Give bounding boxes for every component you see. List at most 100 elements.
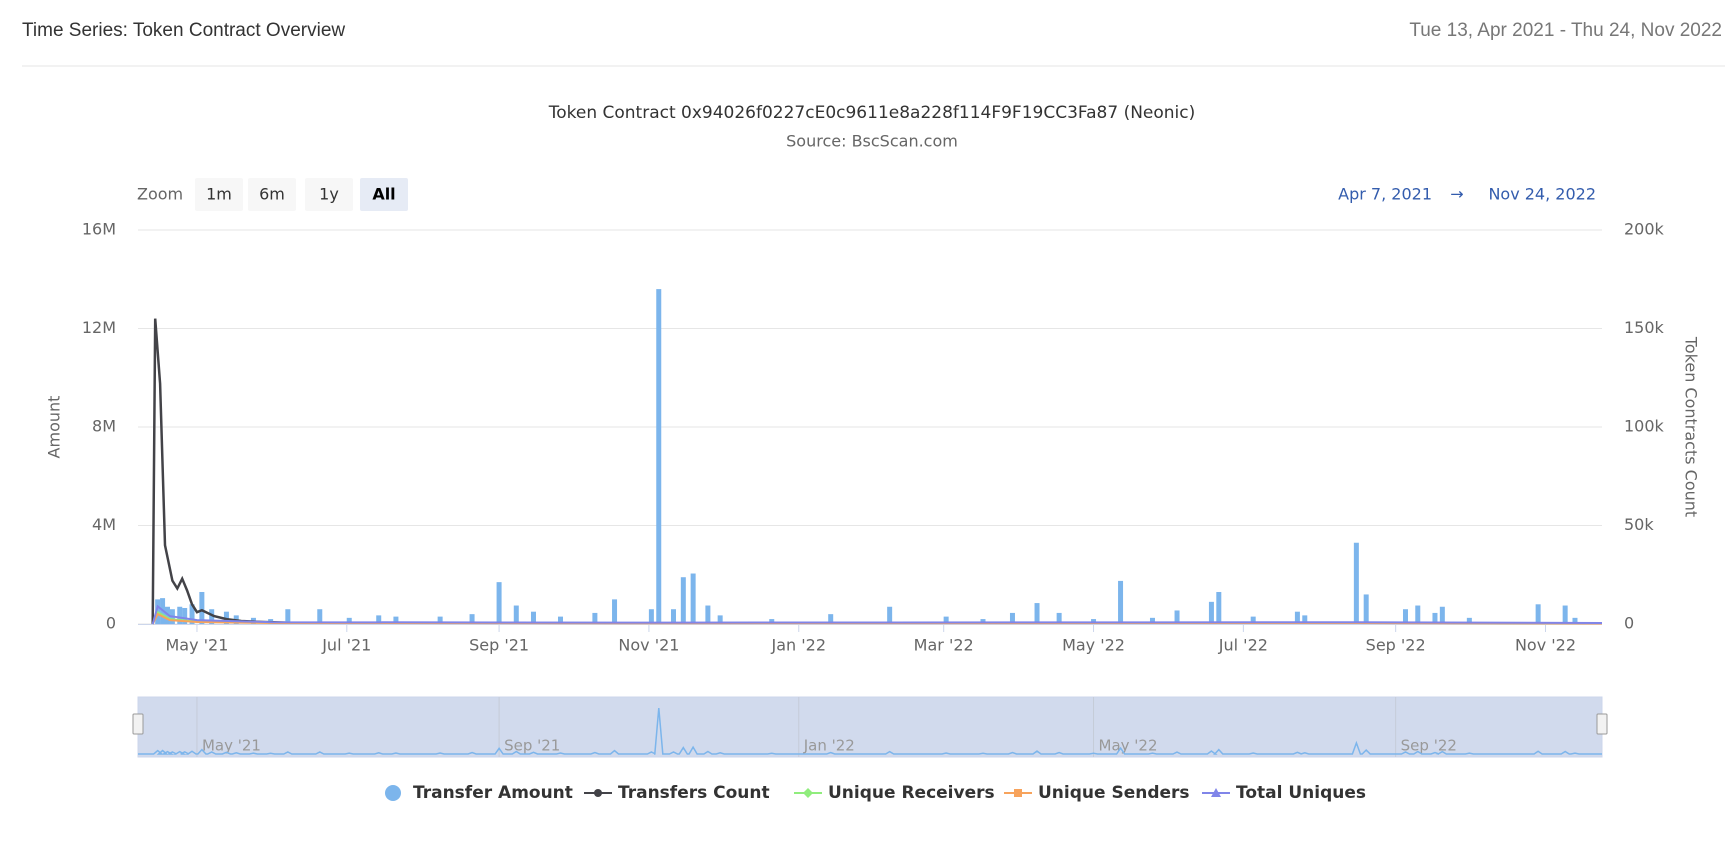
y-tick-label: 12M <box>82 318 116 337</box>
series-line <box>151 318 286 625</box>
navigator-tick-label: Sep '21 <box>504 737 560 755</box>
legend-label[interactable]: Total Uniques <box>1236 783 1366 803</box>
bar <box>1056 612 1062 624</box>
zoom-button[interactable] <box>305 178 353 211</box>
bar <box>592 612 598 624</box>
legend-marker[interactable] <box>1014 789 1022 797</box>
chart-title: Token Contract 0x94026f0227cE0c9611e8a22… <box>548 103 1196 123</box>
navigator-tick-label: Sep '22 <box>1401 737 1457 755</box>
zoom-label: Zoom <box>137 185 183 204</box>
x-tick-label: Jan '22 <box>771 636 827 655</box>
zoom-button[interactable] <box>195 178 243 211</box>
bar <box>1572 617 1578 624</box>
y2-tick-label: 50k <box>1624 515 1654 534</box>
legend-label[interactable]: Unique Senders <box>1038 783 1190 803</box>
legend-item[interactable]: Transfer Amount <box>385 783 573 803</box>
x-tick-label: Sep '22 <box>1366 636 1426 655</box>
legend-marker[interactable] <box>385 785 401 801</box>
bar <box>189 604 195 624</box>
bar <box>285 609 291 624</box>
bar <box>1250 616 1256 624</box>
bar <box>1415 605 1421 624</box>
legend-item[interactable]: Transfers Count <box>584 783 770 803</box>
bar <box>1302 615 1308 624</box>
legend-item[interactable]: Unique Senders <box>1004 783 1190 803</box>
bar <box>437 616 443 624</box>
y2-tick-label: 150k <box>1624 318 1665 337</box>
bar <box>182 607 188 624</box>
bar <box>690 573 696 624</box>
bar <box>1535 604 1541 624</box>
bar <box>1402 609 1408 624</box>
bar <box>513 605 519 624</box>
bar <box>887 606 893 624</box>
x-tick-label: Jul '22 <box>1218 636 1268 655</box>
navigator-tick-label: Jan '22 <box>803 737 855 755</box>
range-arrow: → <box>1450 185 1463 204</box>
y-tick-label: 0 <box>106 614 116 633</box>
legend-item[interactable]: Total Uniques <box>1202 783 1366 803</box>
zoom-button[interactable] <box>360 178 408 211</box>
navigator-series <box>138 708 1602 755</box>
legend-label[interactable]: Transfer Amount <box>413 783 573 803</box>
bar <box>1034 603 1040 624</box>
navigator-handle[interactable] <box>1596 713 1608 735</box>
y-axis-title: Amount <box>45 396 64 459</box>
zoom-button-label[interactable]: 1m <box>206 185 232 204</box>
bar <box>943 616 949 624</box>
y2-tick-label: 0 <box>1624 614 1634 633</box>
legend-marker[interactable] <box>1211 788 1221 797</box>
bar <box>177 606 183 624</box>
y-tick-label: 8M <box>92 417 116 436</box>
x-tick-label: Nov '21 <box>618 636 679 655</box>
legend-marker[interactable] <box>594 789 602 797</box>
bar <box>680 577 686 624</box>
range-from: Apr 7, 2021 <box>1338 185 1432 204</box>
navigator-handle[interactable] <box>132 713 144 735</box>
bar <box>828 614 834 624</box>
bar <box>1216 591 1222 624</box>
bar <box>530 611 536 624</box>
bar <box>469 614 475 624</box>
navigator-mask[interactable] <box>137 696 1603 758</box>
y-tick-label: 16M <box>82 220 116 239</box>
y2-tick-label: 200k <box>1624 220 1665 239</box>
bar <box>393 616 399 624</box>
bar <box>1294 611 1300 624</box>
bar <box>656 289 662 624</box>
bar <box>1353 542 1359 624</box>
bar <box>317 609 323 624</box>
bar <box>209 609 215 624</box>
zoom-button-label[interactable]: All <box>372 185 395 204</box>
zoom-button[interactable] <box>248 178 296 211</box>
x-tick-label: Mar '22 <box>914 636 974 655</box>
bar <box>1466 617 1472 624</box>
legend-label[interactable]: Transfers Count <box>618 783 770 803</box>
bar <box>1363 594 1369 624</box>
x-tick-label: May '22 <box>1062 636 1125 655</box>
y-tick-label: 4M <box>92 515 116 534</box>
date-range: Tue 13, Apr 2021 - Thu 24, Nov 2022 <box>1409 20 1722 41</box>
x-tick-label: Nov '22 <box>1515 636 1576 655</box>
bar <box>1208 601 1214 624</box>
zoom-button-label[interactable]: 6m <box>259 185 285 204</box>
zoom-button-label[interactable]: 1y <box>319 185 339 204</box>
x-tick-label: Jul '21 <box>321 636 371 655</box>
y2-tick-label: 100k <box>1624 417 1665 436</box>
bar <box>1562 605 1568 624</box>
bar <box>717 615 723 624</box>
bar <box>346 617 352 624</box>
legend-label[interactable]: Unique Receivers <box>828 783 995 803</box>
bar <box>1432 612 1438 624</box>
navigator-tick-label: May '22 <box>1099 737 1158 755</box>
legend-item[interactable]: Unique Receivers <box>794 783 995 803</box>
legend-marker[interactable] <box>803 788 813 798</box>
bar <box>376 615 382 624</box>
x-tick-label: Sep '21 <box>469 636 529 655</box>
bar <box>612 599 618 624</box>
navigator-tick-label: May '21 <box>202 737 261 755</box>
page-title: Time Series: Token Contract Overview <box>22 20 345 41</box>
bar <box>1009 612 1015 624</box>
range-to: Nov 24, 2022 <box>1488 185 1596 204</box>
